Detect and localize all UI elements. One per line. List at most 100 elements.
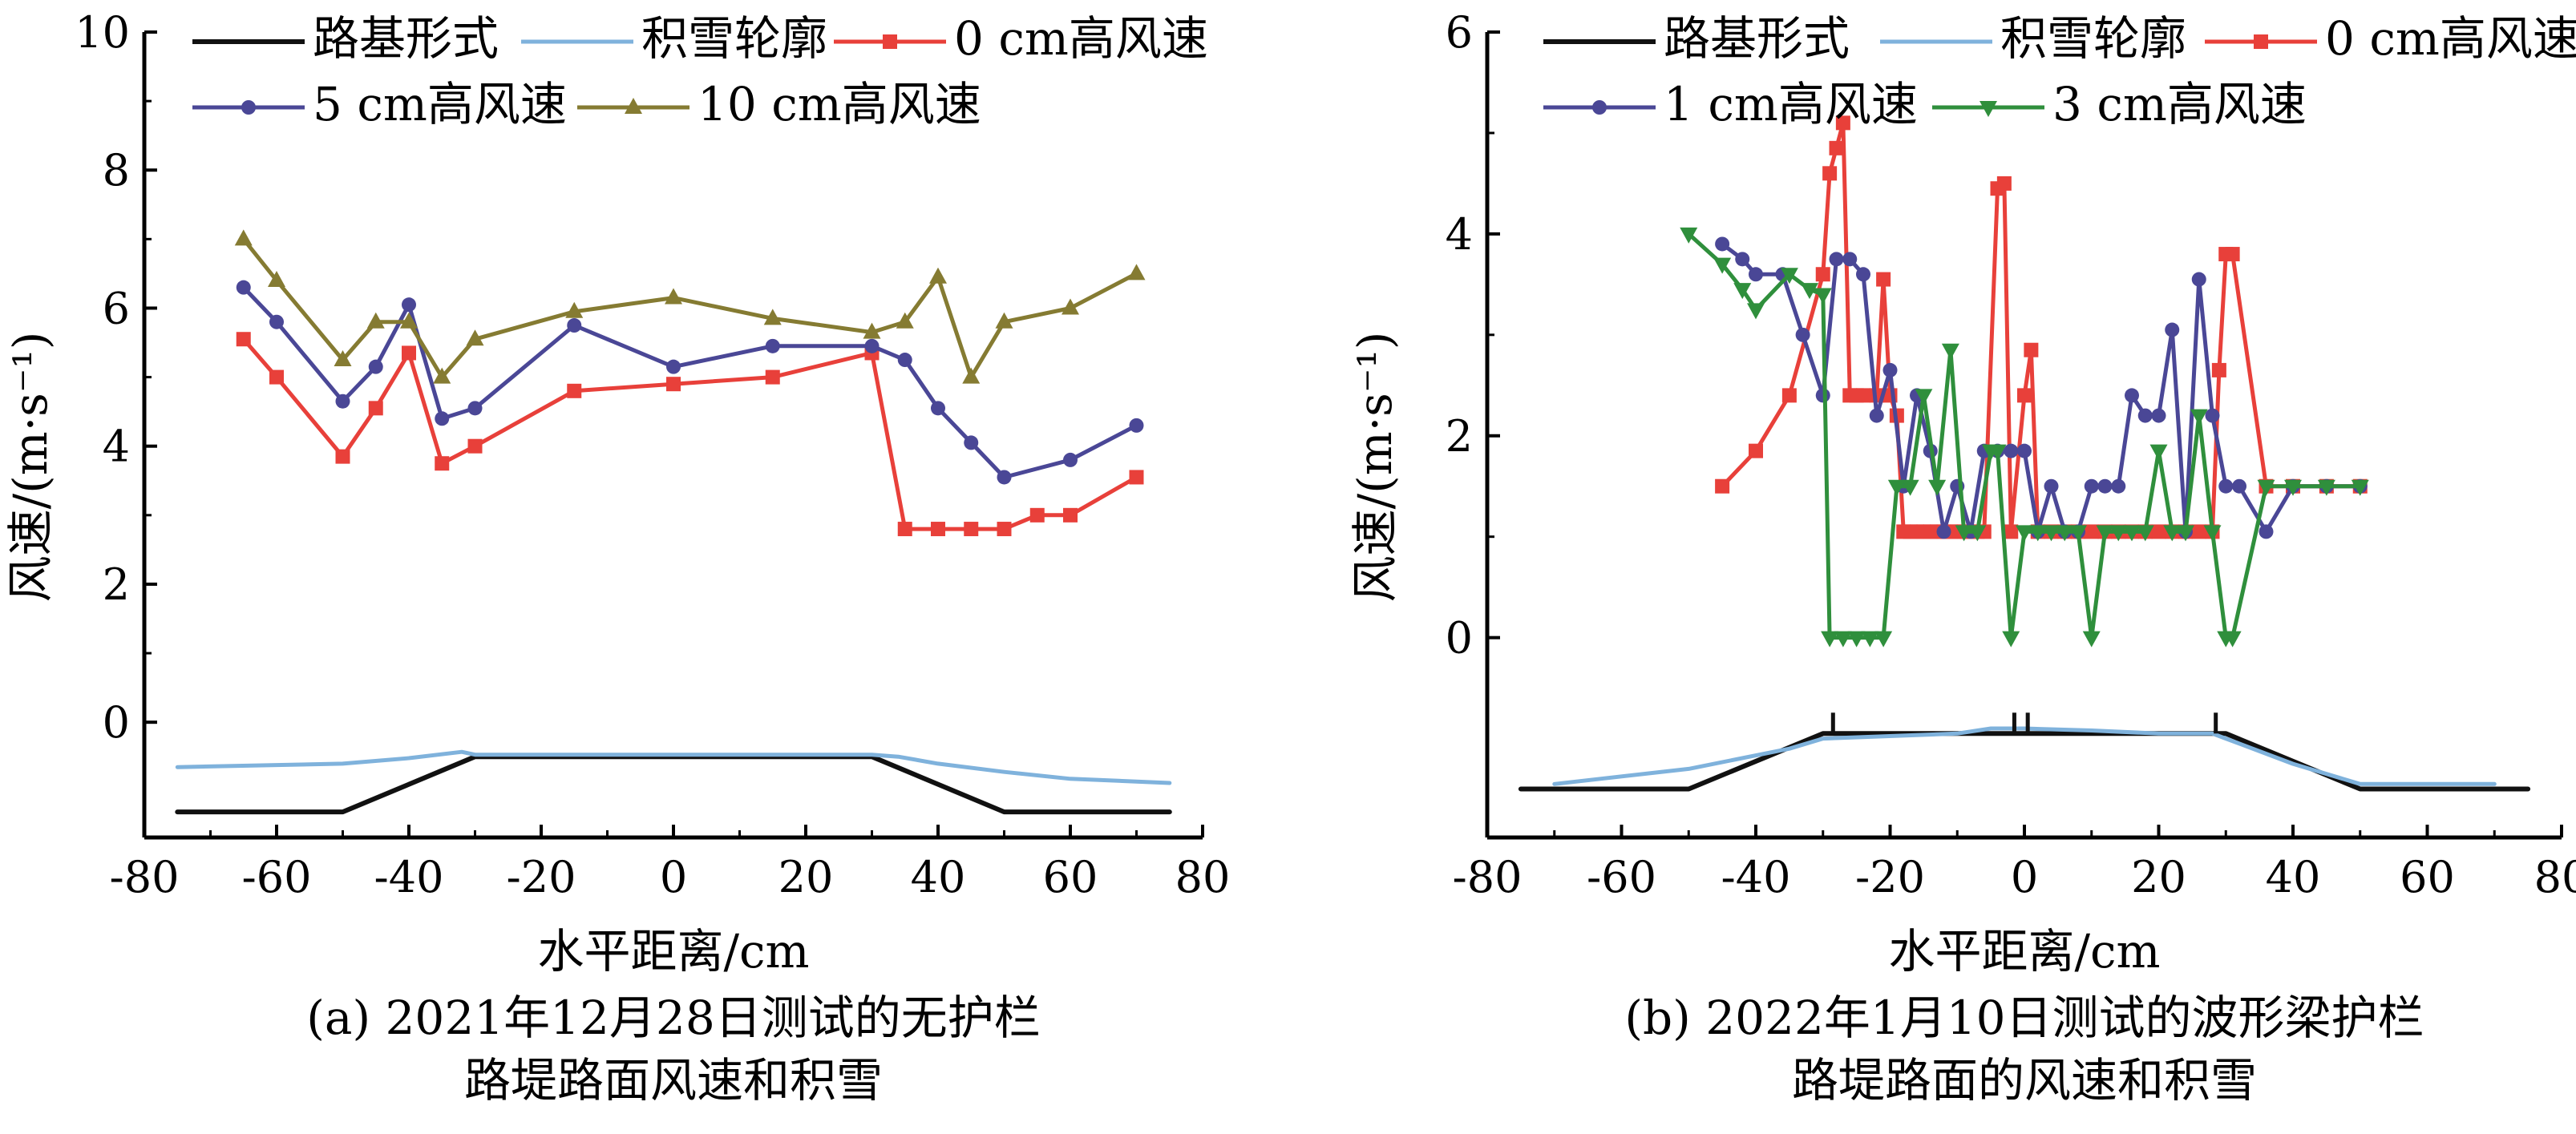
chart-b-caption-line-2: 路堤路面的风速和积雪: [1792, 1053, 2257, 1108]
chart-a-legend-marker: [883, 34, 897, 49]
chart-a-series-4-point: [565, 301, 584, 318]
chart-a-y-tick-label: 0: [103, 697, 130, 748]
chart-b-series-2-point: [1749, 443, 1763, 458]
chart-a-series-3-point: [897, 353, 912, 368]
chart-a-x-tick-label: 60: [1043, 852, 1098, 902]
chart-b-series-3-point: [1856, 267, 1870, 282]
chart-a-series-4-line: [241, 236, 1138, 380]
chart-a-series-2-point: [964, 522, 979, 537]
chart-b-series-0-line: [1518, 731, 2531, 792]
chart-b-axes: -80 -60 -40 -20 0 20 40 60 80 0 2 4 6: [1446, 7, 2576, 902]
chart-a-y-tick-label: 4: [103, 422, 130, 472]
chart-b-series-3-point: [2084, 478, 2099, 494]
chart-a-series-4-point: [1127, 264, 1146, 280]
chart-b-series-3-point: [1735, 252, 1750, 267]
chart-a-y-tick-label: 10: [75, 7, 130, 58]
chart-b-legend-marker: [1980, 101, 1997, 117]
chart-a-series-4-point: [1062, 298, 1079, 315]
chart-b-series-3-point: [1936, 524, 1951, 539]
chart-a-marks: [175, 229, 1172, 815]
chart-a-series-2-point: [997, 522, 1012, 537]
chart-b-series-4-point: [1874, 631, 1893, 648]
chart-b-series-4-point: [1887, 479, 1906, 496]
chart-a-series-4-point: [334, 350, 352, 367]
chart-b-series-4-point: [1915, 389, 1933, 406]
chart-a-series-4-point: [962, 367, 981, 384]
chart-b-series-4-point: [2163, 525, 2182, 542]
chart-b-series-4-point: [2002, 631, 2020, 648]
chart-b-series-4-point: [2069, 525, 2087, 542]
chart-b-series-3-point: [2151, 408, 2166, 423]
chart-b-y-tick-label: 2: [1446, 411, 1473, 462]
chart-b-series-4-point: [2109, 525, 2128, 542]
chart-b-series-4-point: [2284, 479, 2302, 496]
chart-a-series-2-point: [1029, 507, 1045, 523]
chart-b-series-3-point: [2097, 478, 2113, 494]
chart-a-series-4-point: [896, 312, 914, 329]
chart-a-series-3-point: [765, 338, 780, 353]
chart-b-series-2-line: [1720, 120, 2363, 534]
chart-a-x-tick-label: -40: [374, 852, 444, 902]
chart-a-series-2-point: [931, 522, 945, 537]
chart-b-legend: 路基形式 积雪轮廓 0 cm高风速 1 cm高风速 3 cm高风速: [1543, 11, 2576, 131]
chart-b-series-2-point: [2017, 388, 2032, 403]
chart-a-y-tick-label: 6: [103, 283, 130, 333]
chart-a-y-tick-label: 2: [103, 559, 130, 610]
chart-b-series-3-point: [1869, 408, 1884, 423]
chart-a-legend-label: 路基形式: [313, 11, 499, 66]
chart-b-series-4-point: [2351, 479, 2369, 496]
chart-b-series-4-point: [2149, 444, 2168, 461]
chart-a-series-1-line: [175, 749, 1172, 785]
chart-b-series-3-point: [2165, 322, 2180, 337]
chart-b-series-4-point: [1747, 303, 1765, 320]
chart-a-series-2-point: [402, 345, 416, 361]
chart-b-series-3-point: [1715, 236, 1730, 252]
chart-b-series-4-point: [1713, 257, 1732, 274]
chart-a-series-3-point: [666, 359, 681, 374]
chart-b-series-3-point: [2017, 443, 2032, 458]
chart-a-x-tick-label: 80: [1175, 852, 1231, 902]
chart-a-series-2-point: [1063, 507, 1078, 523]
chart-a-series-3-point: [1063, 452, 1078, 467]
chart-b-series-3-point: [1842, 252, 1858, 267]
chart-a-series-2-point: [236, 332, 251, 347]
chart-a-y-tick-label: 8: [103, 145, 130, 196]
chart-a-ylabel: 风速/(m·s⁻¹): [3, 332, 58, 603]
chart-b-series-4-point: [1968, 525, 1987, 542]
chart-b-series-3-point: [2004, 443, 2019, 458]
chart-panel-b: -80 -60 -40 -20 0 20 40 60 80 0 2 4 6 路基形式 积雪轮廓 0 cm高风…: [1348, 7, 2576, 1108]
chart-a-series-4-point: [995, 312, 1013, 329]
chart-b-x-tick-label: 60: [2400, 852, 2455, 902]
chart-a-axes: -80 -60 -40 -20 0 20 40 60 80 0 2 4 6 8 10: [75, 7, 1230, 902]
chart-b-x-tick-label: -60: [1587, 852, 1656, 902]
chart-b-series-2-point: [2151, 524, 2166, 539]
chart-a-legend-label: 0 cm高风速: [954, 11, 1208, 66]
chart-b-series-2-point: [1815, 267, 1830, 282]
chart-a-legend-label: 积雪轮廓: [641, 11, 827, 66]
chart-a-series-3-point: [435, 411, 450, 426]
chart-b-caption-line-1: (b) 2022年1月10日测试的波形梁护栏: [1624, 991, 2424, 1045]
chart-b-x-tick-label: 40: [2266, 852, 2321, 902]
chart-a-x-tick-label: 40: [911, 852, 966, 902]
chart-a-series-3-point: [402, 297, 416, 313]
chart-a-series-4-point: [863, 322, 881, 339]
chart-b-x-tick-label: 80: [2534, 852, 2576, 902]
chart-b-series-3-point: [2137, 408, 2153, 423]
chart-b-series-2-point: [2084, 524, 2099, 539]
chart-b-x-tick-label: 20: [2131, 852, 2186, 902]
chart-b-series-4-point: [2317, 479, 2335, 496]
chart-a-series-4-point: [268, 271, 285, 288]
chart-b-series-3-point: [1749, 267, 1763, 282]
chart-a-series-3-point: [368, 359, 383, 374]
chart-a-series-2-point: [666, 377, 681, 392]
chart-b-series-4-point: [1834, 631, 1852, 648]
chart-a-series-2-point: [567, 383, 582, 398]
chart-b-series-3-point: [2111, 478, 2126, 494]
chart-b-legend-label: 积雪轮廓: [2000, 11, 2186, 66]
chart-b-legend-marker: [1592, 100, 1607, 115]
chart-a-series-4-point: [665, 288, 682, 305]
chart-a-series-3-point: [964, 435, 979, 450]
chart-b-series-4-point: [1988, 444, 2007, 461]
chart-b-series-4-point: [1780, 268, 1798, 285]
